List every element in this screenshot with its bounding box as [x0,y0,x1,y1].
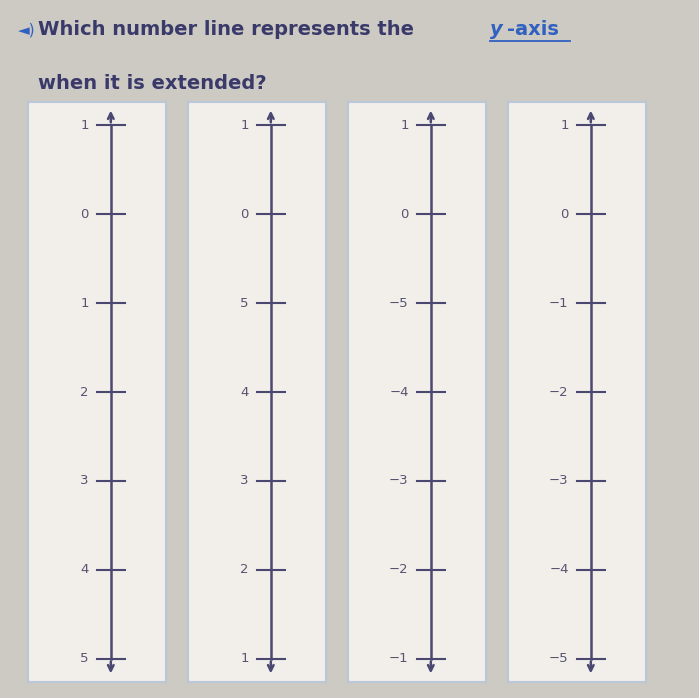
Text: 0: 0 [401,207,409,221]
Text: −1: −1 [549,297,569,310]
Text: −4: −4 [389,385,409,399]
Text: 0: 0 [561,207,569,221]
Text: 1: 1 [240,119,249,132]
Text: −3: −3 [549,475,569,487]
Text: when it is extended?: when it is extended? [38,74,266,94]
Text: 1: 1 [401,119,409,132]
Text: 2: 2 [240,563,249,577]
Text: 5: 5 [80,653,89,665]
Text: Which number line represents the: Which number line represents the [38,20,421,39]
Text: −1: −1 [389,653,409,665]
Text: ◄): ◄) [18,22,36,38]
Text: 0: 0 [80,207,89,221]
Text: −5: −5 [389,297,409,310]
Text: 5: 5 [240,297,249,310]
Text: 0: 0 [240,207,249,221]
Text: y: y [490,20,503,39]
Text: 3: 3 [80,475,89,487]
Text: −5: −5 [549,653,569,665]
Text: 1: 1 [80,297,89,310]
Text: 4: 4 [240,385,249,399]
Text: 4: 4 [80,563,89,577]
Text: −2: −2 [549,385,569,399]
Text: 1: 1 [80,119,89,132]
Text: −2: −2 [389,563,409,577]
Text: −4: −4 [549,563,569,577]
Text: −3: −3 [389,475,409,487]
Text: 3: 3 [240,475,249,487]
Text: 2: 2 [80,385,89,399]
Text: 1: 1 [560,119,569,132]
Text: 1: 1 [240,653,249,665]
Text: -axis: -axis [507,20,559,39]
